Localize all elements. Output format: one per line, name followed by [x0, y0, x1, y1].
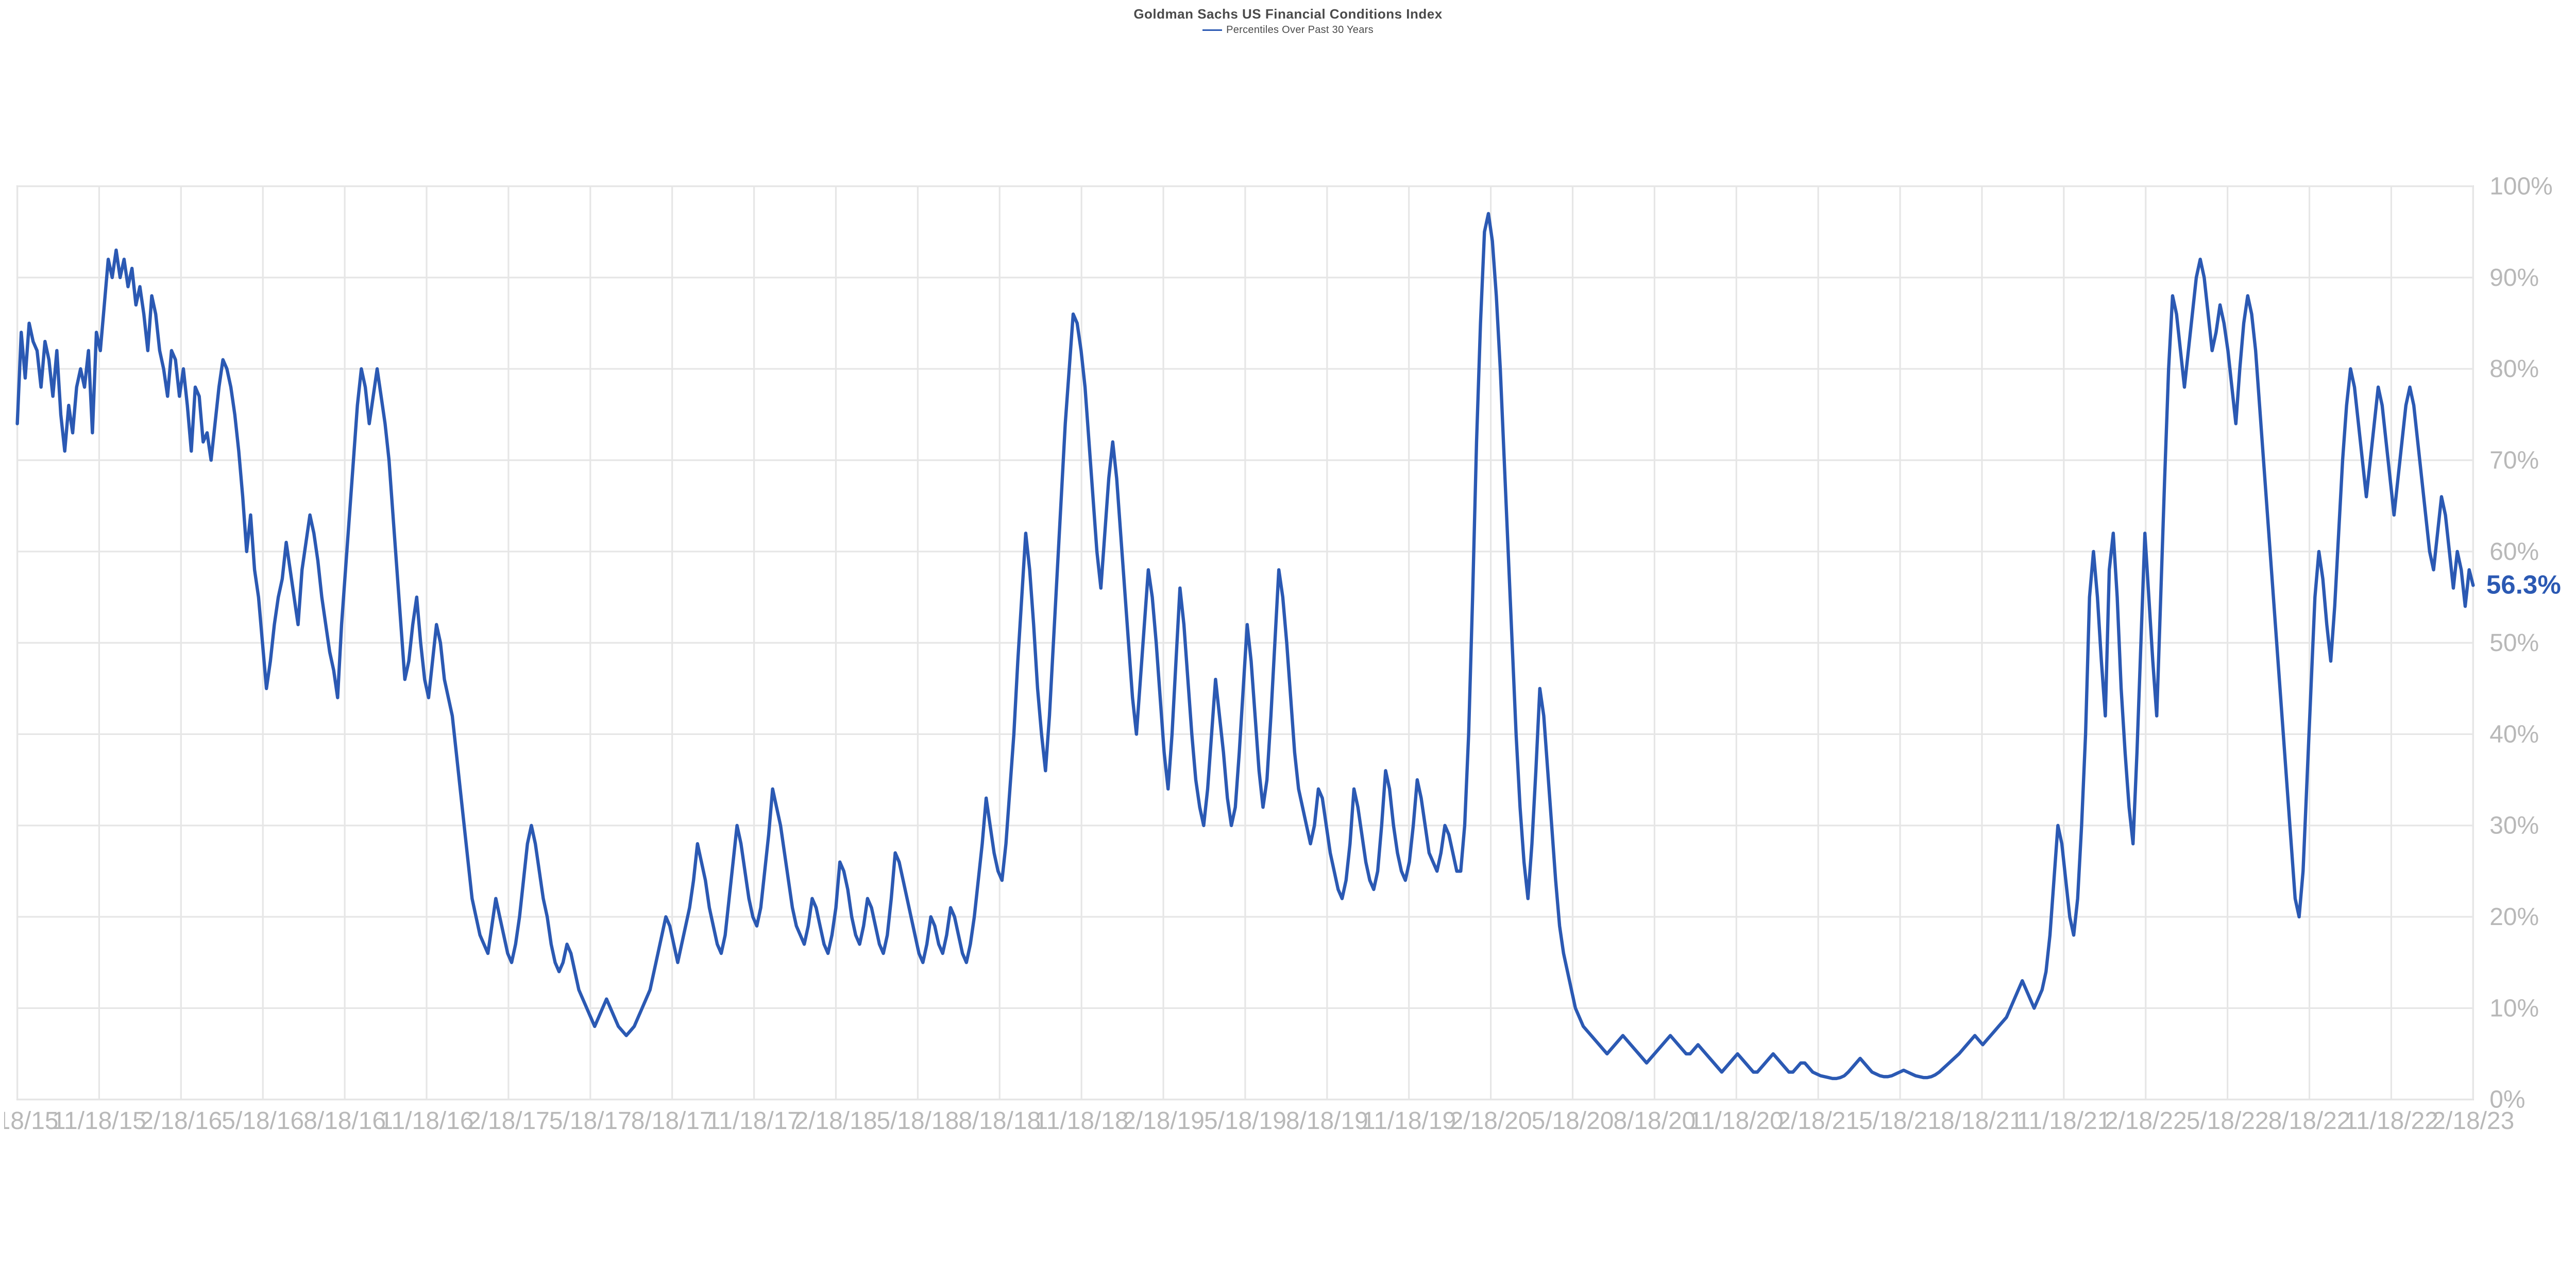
x-tick-label: 11/18/21	[2016, 1107, 2111, 1135]
x-tick-label: 8/18/17	[631, 1107, 714, 1135]
x-tick-label: 11/18/17	[707, 1107, 801, 1135]
legend-line	[1202, 29, 1222, 31]
chart-title: Goldman Sachs US Financial Conditions In…	[4, 6, 2572, 22]
x-tick-label: 11/18/20	[1689, 1107, 1784, 1135]
x-tick-label: 2/18/23	[2432, 1107, 2514, 1135]
y-tick-label: 40%	[2489, 721, 2539, 748]
x-tick-label: 5/18/18	[876, 1107, 959, 1135]
chart-container: { "chart": { "type": "line", "title": "G…	[0, 0, 2576, 1145]
y-tick-label: 30%	[2489, 812, 2539, 840]
x-tick-label: 8/18/20	[1613, 1107, 1696, 1135]
x-tick-label: 2/18/18	[795, 1107, 877, 1135]
x-tick-label: 2/18/17	[467, 1107, 550, 1135]
y-tick-label: 50%	[2489, 629, 2539, 657]
x-tick-label: 2/18/21	[1777, 1107, 1859, 1135]
chart-svg: 0%10%20%30%40%50%60%70%80%90%100%8/18/15…	[4, 38, 2572, 1141]
y-tick-label: 70%	[2489, 447, 2539, 474]
x-tick-label: 11/18/18	[1035, 1107, 1129, 1135]
x-tick-label: 11/18/15	[52, 1107, 146, 1135]
y-tick-label: 10%	[2489, 995, 2539, 1022]
x-tick-label: 11/18/16	[380, 1107, 474, 1135]
y-tick-label: 60%	[2489, 538, 2539, 566]
y-tick-label: 80%	[2489, 355, 2539, 383]
x-tick-label: 2/18/22	[2105, 1107, 2187, 1135]
end-value-label: 56.3%	[2486, 570, 2561, 599]
x-tick-label: 11/18/19	[1362, 1107, 1456, 1135]
x-tick-label: 8/18/21	[1941, 1107, 2023, 1135]
x-tick-label: 8/18/22	[2268, 1107, 2351, 1135]
y-tick-label: 100%	[2489, 173, 2553, 200]
legend: Percentiles Over Past 30 Years	[4, 24, 2572, 36]
chart-plot: 0%10%20%30%40%50%60%70%80%90%100%8/18/15…	[4, 38, 2572, 1141]
x-tick-label: 5/18/19	[1204, 1107, 1286, 1135]
x-tick-label: 8/18/19	[1286, 1107, 1368, 1135]
legend-label: Percentiles Over Past 30 Years	[1226, 24, 1374, 36]
x-tick-label: 5/18/16	[222, 1107, 304, 1135]
x-tick-label: 5/18/22	[2187, 1107, 2269, 1135]
x-tick-label: 2/18/16	[140, 1107, 222, 1135]
x-tick-label: 5/18/17	[549, 1107, 632, 1135]
x-tick-label: 5/18/21	[1859, 1107, 1941, 1135]
x-tick-label: 8/18/18	[958, 1107, 1041, 1135]
x-tick-label: 2/18/19	[1122, 1107, 1205, 1135]
x-tick-label: 2/18/20	[1450, 1107, 1532, 1135]
y-tick-label: 90%	[2489, 264, 2539, 292]
y-tick-label: 20%	[2489, 903, 2539, 931]
x-tick-label: 5/18/20	[1532, 1107, 1614, 1135]
x-tick-label: 8/18/15	[4, 1107, 58, 1135]
x-tick-label: 11/18/22	[2344, 1107, 2438, 1135]
x-tick-label: 8/18/16	[303, 1107, 386, 1135]
